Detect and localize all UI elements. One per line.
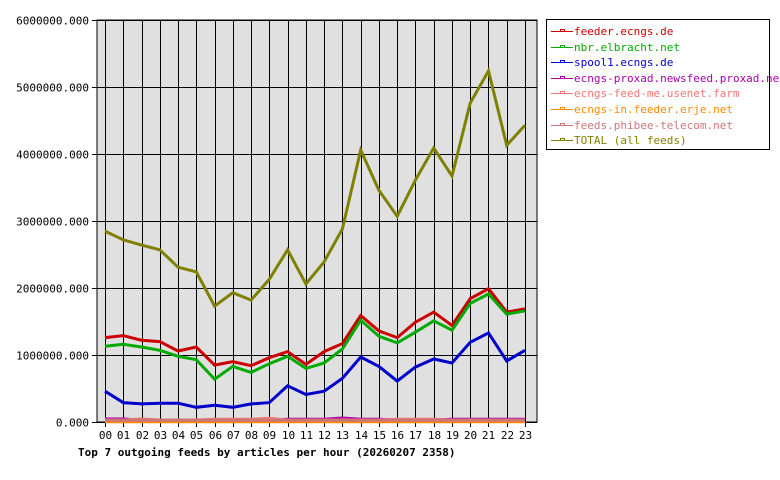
legend-label: nbr.elbracht.net [574, 40, 680, 54]
chart-title: Top 7 outgoing feeds by articles per hou… [78, 446, 456, 459]
legend-label: feeder.ecngs.de [574, 25, 674, 38]
legend-line-marker-icon [551, 87, 573, 101]
series-line [104, 330, 526, 409]
legend: feeder.ecngs.de nbr.elbracht.net spool1.ec… [546, 19, 780, 150]
legend-line-marker-icon [551, 41, 573, 55]
legend-line-marker-icon [551, 119, 573, 133]
legend-item: ecngs-proxad.newsfeed.proxad.net [551, 72, 780, 86]
legend-item: feeder.ecngs.de [551, 25, 673, 39]
x-tick-label: 17 [409, 429, 422, 442]
legend-label: TOTAL (all feeds) [574, 134, 687, 148]
legend-item: ecngs-in.feeder.erje.net [551, 103, 733, 117]
legend-item: TOTAL (all feeds) [551, 134, 687, 148]
x-tick-label: 14 [355, 429, 369, 442]
y-tick-label: 2000000.000 [16, 283, 89, 296]
series-line [104, 286, 526, 368]
legend-line-marker-icon [551, 134, 573, 148]
y-tick-label: 3000000.000 [16, 216, 89, 229]
y-tick-label: 6000000.000 [16, 15, 89, 28]
x-tick-label: 10 [282, 429, 295, 442]
series-line [104, 292, 526, 382]
x-tick-label: 09 [263, 429, 276, 442]
legend-item: ecngs-feed-me.usenet.farm [551, 87, 740, 101]
x-tick-label: 06 [209, 429, 222, 442]
legend-line-marker-icon [551, 56, 573, 70]
x-tick-label: 16 [391, 429, 404, 442]
x-tick-label: 18 [428, 429, 441, 442]
x-tick-label: 05 [190, 429, 203, 442]
series-line [104, 66, 527, 309]
legend-label: ecngs-proxad.newsfeed.proxad.net [574, 71, 780, 85]
legend-item: spool1.ecngs.de [551, 56, 673, 70]
legend-label: spool1.ecngs.de [574, 56, 674, 70]
x-tick-label: 02 [136, 429, 149, 442]
y-tick-label: 0.000 [56, 417, 89, 430]
legend-item: nbr.elbracht.net [551, 41, 680, 55]
y-tick-label: 4000000.000 [16, 149, 89, 162]
x-tick-label: 00 [99, 429, 112, 442]
x-tick-label: 19 [446, 429, 459, 442]
y-tick-label: 5000000.000 [16, 82, 89, 95]
series-lines [104, 66, 527, 424]
x-tick-label: 21 [482, 429, 495, 442]
x-axis: 00 01 02 03 04 05 06 07 08 09 10 11 12 13 14 15 16 17 18 19… [99, 422, 532, 442]
x-tick-label: 04 [172, 429, 186, 442]
y-axis: 0.000 1000000.000 2000000.000 3000000.000 40… [16, 15, 97, 430]
x-tick-label: 08 [245, 429, 258, 442]
legend-line-marker-icon [551, 72, 573, 86]
legend-label: ecngs-feed-me.usenet.farm [574, 87, 740, 101]
x-tick-label: 11 [300, 429, 313, 442]
x-tick-label: 01 [117, 429, 130, 442]
x-tick-label: 15 [373, 429, 386, 442]
legend-item: feeds.phibee-telecom.net [551, 119, 733, 133]
x-tick-label: 13 [336, 429, 349, 442]
y-tick-label: 1000000.000 [16, 350, 89, 363]
x-tick-label: 20 [464, 429, 477, 442]
legend-label: ecngs-in.feeder.erje.net [574, 103, 733, 116]
x-tick-label: 12 [318, 429, 331, 442]
x-tick-label: 07 [227, 429, 240, 442]
x-tick-label: 03 [154, 429, 167, 442]
legend-line-marker-icon [551, 25, 573, 39]
x-tick-label: 23 [519, 429, 532, 442]
legend-label: feeds.phibee-telecom.net [574, 118, 733, 132]
legend-line-marker-icon [551, 103, 573, 117]
x-tick-label: 22 [501, 429, 514, 442]
